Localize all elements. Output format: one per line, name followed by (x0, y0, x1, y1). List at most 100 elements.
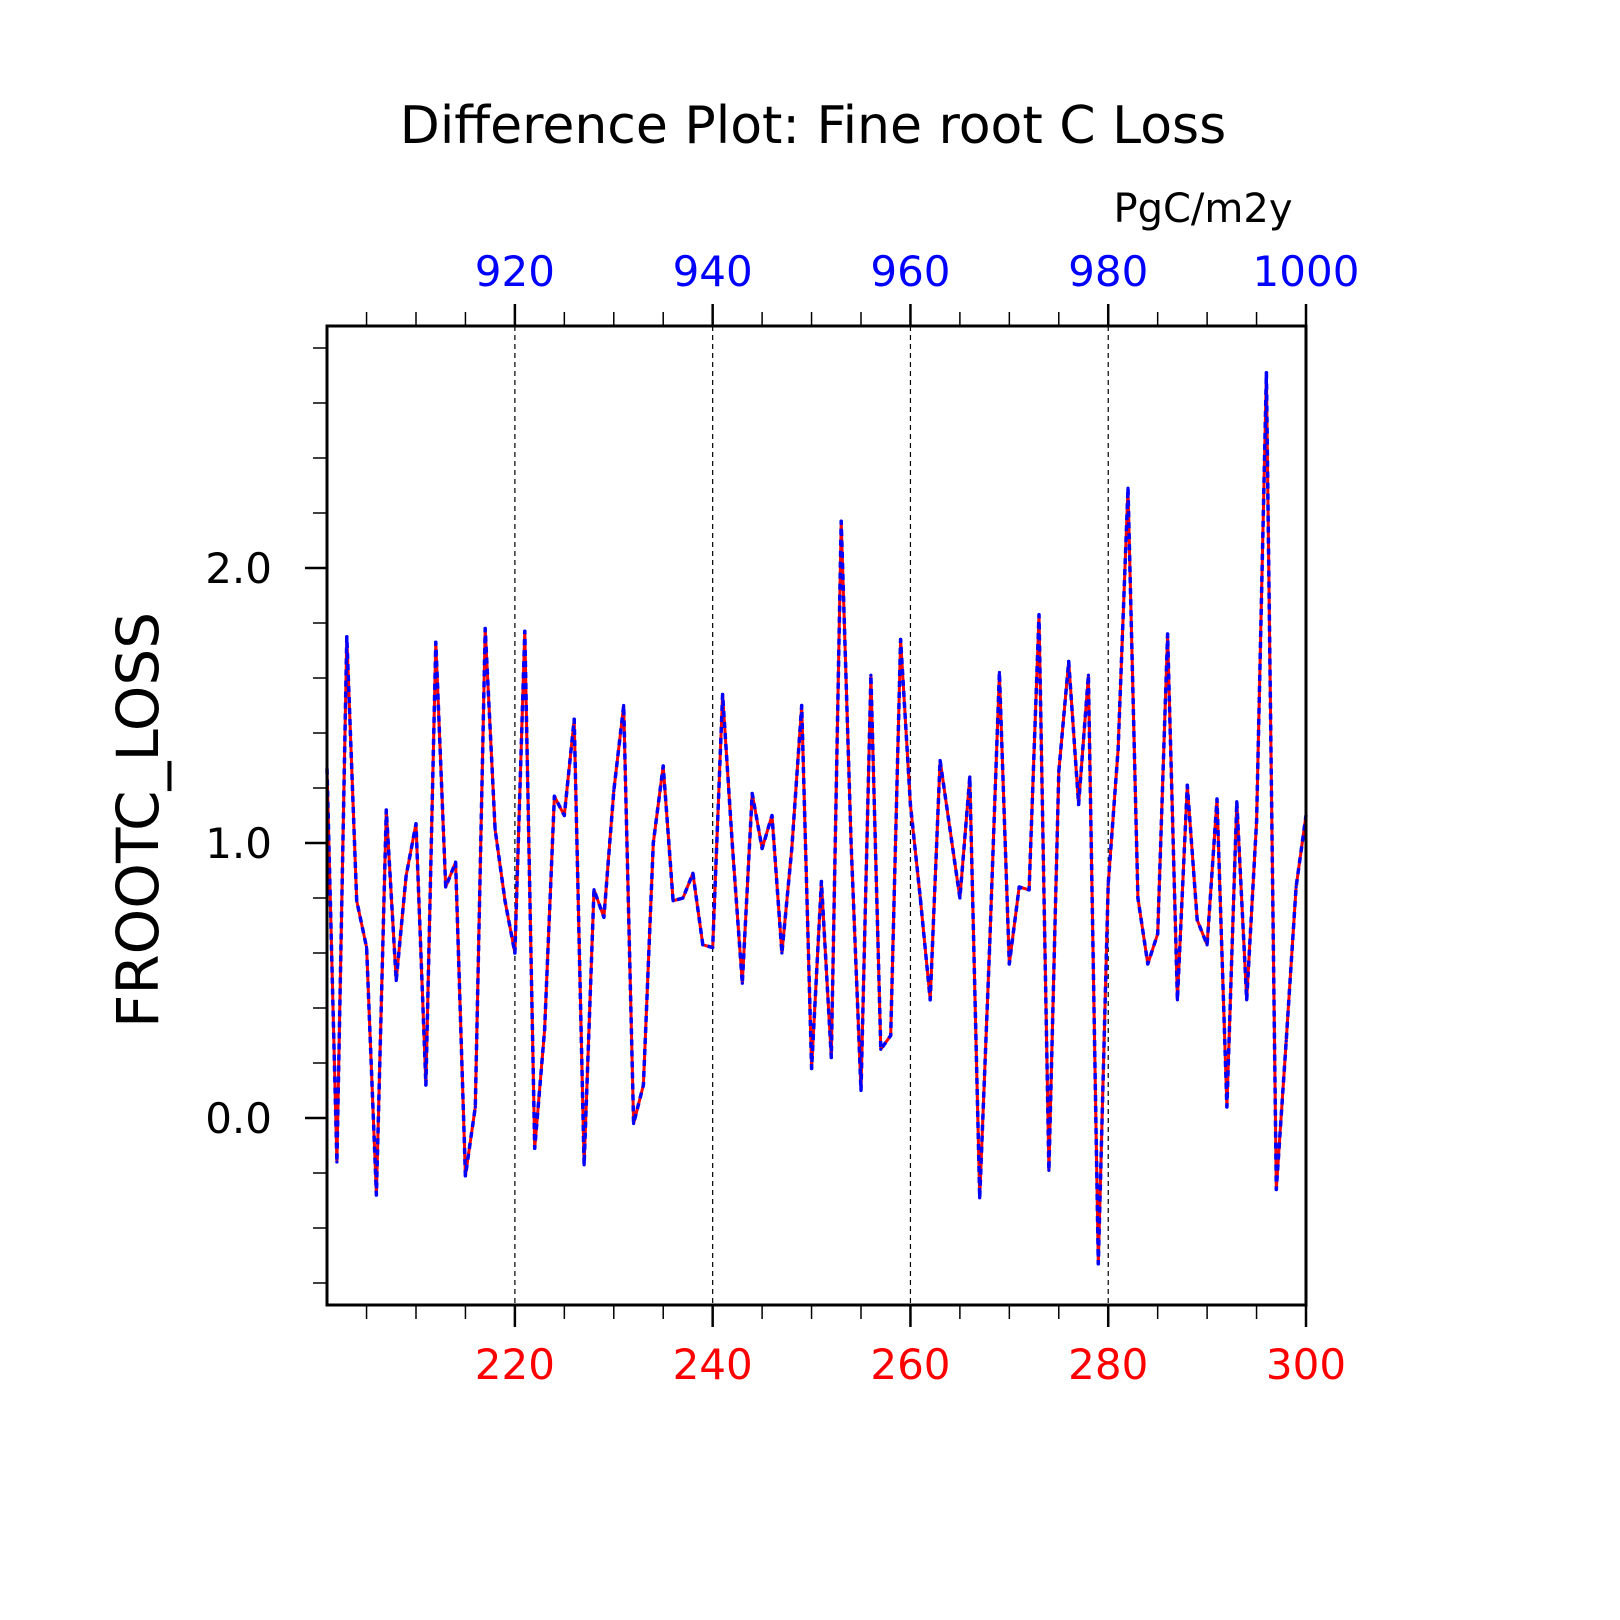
data-point (1235, 800, 1238, 803)
data-point (484, 627, 487, 630)
data-point (642, 1083, 645, 1086)
data-point (583, 1163, 586, 1166)
data-point (513, 951, 516, 954)
data-point (365, 946, 368, 949)
data-point (770, 814, 773, 817)
data-point (929, 998, 932, 1001)
y-axis-label: FROOTC_LOSS (104, 612, 172, 1028)
data-point (602, 916, 605, 919)
chart-svg: 220 240 260 280 300920 940 960 980 10000.01.02.0… (0, 0, 1620, 1620)
data-point (1275, 1188, 1278, 1191)
data-point (721, 693, 724, 696)
data-point (1146, 962, 1149, 965)
data-point (335, 1160, 338, 1163)
x-bottom-tick-label: 260 (870, 1340, 950, 1389)
series-layer (325, 371, 1307, 1265)
data-point (434, 641, 437, 644)
x-bottom-tick-label: 220 (475, 1340, 555, 1389)
data-point (681, 896, 684, 899)
data-point (800, 704, 803, 707)
data-point (1255, 819, 1258, 822)
data-point (1196, 918, 1199, 921)
data-point (345, 635, 348, 638)
data-point (375, 1193, 378, 1196)
data-point (899, 638, 902, 641)
data-point (978, 1196, 981, 1199)
data-point (1047, 1169, 1050, 1172)
data-point (968, 775, 971, 778)
data-point (563, 814, 566, 817)
data-point (958, 896, 961, 899)
data-point (523, 630, 526, 633)
chart-title: Difference Plot: Fine root C Loss (400, 96, 1226, 156)
data-point (454, 861, 457, 864)
data-point (1057, 770, 1060, 773)
data-point (1166, 632, 1169, 635)
data-point (1225, 1105, 1228, 1108)
data-point (622, 704, 625, 707)
x-top-tick-label: 940 (673, 247, 753, 296)
data-point (533, 1147, 536, 1150)
data-point (1077, 803, 1080, 806)
data-point (494, 828, 497, 831)
data-point (405, 874, 408, 877)
series-line-red (327, 373, 1306, 1264)
data-point (840, 520, 843, 523)
data-point (1176, 998, 1179, 1001)
data-point (859, 1089, 862, 1092)
data-point (761, 847, 764, 850)
data-point (711, 946, 714, 949)
data-point (385, 808, 388, 811)
data-point (691, 872, 694, 875)
data-point (1136, 896, 1139, 899)
data-point (869, 674, 872, 677)
grid-layer (515, 326, 1108, 1305)
data-point (592, 888, 595, 891)
x-top-tick-label: 960 (870, 247, 950, 296)
plot-frame (327, 326, 1306, 1305)
data-point (395, 979, 398, 982)
data-point (741, 982, 744, 985)
data-point (632, 1122, 635, 1125)
y-tick-label: 0.0 (205, 1094, 272, 1143)
data-point (464, 1174, 467, 1177)
data-point (424, 1083, 427, 1086)
data-point (780, 951, 783, 954)
chart-root: 220 240 260 280 300 920 940 960 980 1000 0.0 1.0 2.0… (0, 0, 1620, 1620)
data-point (1265, 371, 1268, 374)
data-point (1245, 998, 1248, 1001)
data-point (820, 880, 823, 883)
data-point (731, 844, 734, 847)
data-point (1107, 883, 1110, 886)
data-point (810, 1067, 813, 1070)
data-point (1008, 962, 1011, 965)
data-point (909, 803, 912, 806)
data-point (1156, 932, 1159, 935)
data-point (553, 795, 556, 798)
x-bottom-tick-label: 240 (673, 1340, 753, 1389)
data-point (1037, 613, 1040, 616)
data-point (503, 899, 506, 902)
x-bottom-tick-label: 280 (1068, 1340, 1148, 1389)
data-point (1067, 660, 1070, 663)
x-bottom-tick-label: 300 (1266, 1340, 1346, 1389)
data-point (1186, 784, 1189, 787)
data-point (850, 841, 853, 844)
data-point (662, 764, 665, 767)
x-top-tick-label: 1000 (1253, 247, 1360, 296)
data-point (1117, 748, 1120, 751)
data-point (988, 946, 991, 949)
data-point (751, 792, 754, 795)
data-point (444, 885, 447, 888)
data-point (1295, 885, 1298, 888)
data-point (573, 718, 576, 721)
data-point (701, 943, 704, 946)
data-point (919, 896, 922, 899)
data-point (830, 1056, 833, 1059)
data-point (1206, 943, 1209, 946)
data-point (998, 671, 1001, 674)
series-line-blue (327, 373, 1306, 1264)
data-point (790, 847, 793, 850)
data-point (1126, 487, 1129, 490)
data-point (879, 1048, 882, 1051)
